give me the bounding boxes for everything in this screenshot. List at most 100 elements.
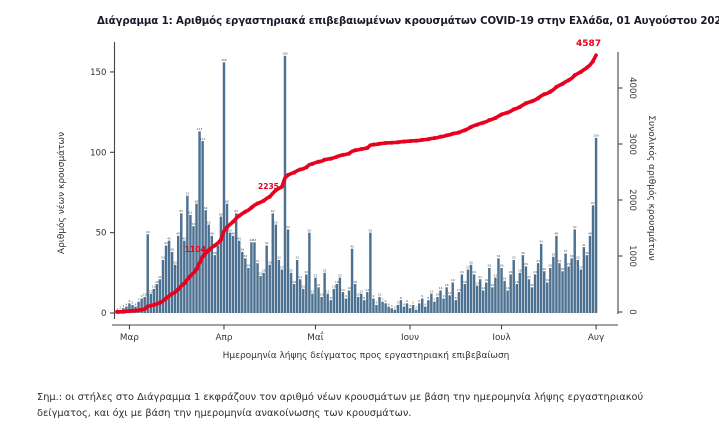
bar-value-label: 30 <box>469 260 473 264</box>
bar-day-16 <box>164 245 168 313</box>
bar-day-76 <box>347 290 351 313</box>
bar-value-label: 48 <box>588 232 592 236</box>
cumulative-point <box>206 248 211 253</box>
bar-day-68 <box>323 272 326 313</box>
x-axis-title: Ημερομηνία λήψης δείγματος προς εργαστηρ… <box>223 351 510 361</box>
cumulative-point <box>462 128 467 133</box>
bar-value-label: 50 <box>228 228 232 232</box>
bar-value-label: 48 <box>176 232 180 236</box>
cumulative-point <box>438 134 443 139</box>
bar-value-label: 34 <box>570 254 574 258</box>
cumulative-point <box>395 140 400 145</box>
bar-value-label: 40 <box>350 244 354 248</box>
bar-value-label: 10 <box>436 293 440 297</box>
bar-day-102 <box>427 300 430 313</box>
bar-value-label: 4 <box>403 302 405 306</box>
bar-value-label: 19 <box>545 278 549 282</box>
bar-value-label: 23 <box>259 272 263 276</box>
cumulative-point <box>450 131 455 136</box>
cumulative-point <box>328 156 333 161</box>
cumulative-point <box>310 161 315 166</box>
bar-day-101 <box>424 306 427 313</box>
bar-day-154 <box>585 255 589 313</box>
bar-value-label: 22 <box>338 273 342 277</box>
cumulative-point <box>188 274 193 278</box>
bar-value-label: 44 <box>253 238 257 242</box>
cumulative-point <box>115 309 120 314</box>
bar-day-44 <box>250 242 253 313</box>
bar-day-37 <box>228 232 232 313</box>
bar-day-156 <box>591 205 595 313</box>
x-axis: Μαρ Απρ Μαΐ Ιουν Ιουλ Αυγ Ημερομηνία λήψης δεί… <box>112 324 618 361</box>
bar-day-39 <box>234 213 238 313</box>
bar-day-80 <box>360 293 363 313</box>
bar-day-84 <box>372 298 375 313</box>
cumulative-point <box>243 209 248 214</box>
bar-value-label: 13 <box>341 288 345 292</box>
cumulative-point <box>548 89 553 94</box>
bar-day-118 <box>475 285 479 313</box>
cumulative-line-group <box>115 53 598 314</box>
bar-day-134 <box>524 266 528 313</box>
cumulative-point <box>517 105 522 109</box>
bar-value-label: 34 <box>243 254 247 258</box>
bar-day-7 <box>137 301 140 313</box>
bar-value-label: 55 <box>207 220 211 224</box>
bar-value-label: 29 <box>524 262 528 266</box>
bar-value-label: 3 <box>409 304 411 308</box>
bar-value-label: 27 <box>280 265 284 269</box>
bar-value-label: 31 <box>256 259 260 263</box>
bar-value-label: 33 <box>161 256 165 260</box>
bar-value-label: 113 <box>197 127 203 131</box>
bar-day-135 <box>527 279 531 313</box>
bar-day-121 <box>485 282 488 313</box>
bar-day-45 <box>253 242 256 313</box>
cumulative-point <box>414 138 419 143</box>
bar-day-35 <box>222 62 226 314</box>
bar-day-8 <box>140 298 143 313</box>
cumulative-point <box>212 243 217 248</box>
bar-day-148 <box>567 266 570 313</box>
bar-value-label: 8 <box>330 296 332 300</box>
bar-day-88 <box>384 303 387 313</box>
bar-value-label: 10 <box>143 293 147 297</box>
bar-day-105 <box>436 296 439 313</box>
cumulative-point <box>334 154 339 159</box>
cumulative-point <box>487 118 492 123</box>
bar-day-19 <box>173 264 177 313</box>
bar-value-label: 4 <box>388 302 390 306</box>
y-right-tick-label: 1000 <box>627 245 637 267</box>
cumulative-point <box>505 110 510 115</box>
bar-value-label: 28 <box>246 264 250 268</box>
cumulative-point <box>218 237 223 242</box>
bar-day-95 <box>405 303 409 313</box>
bar-value-label: 33 <box>512 256 516 260</box>
cumulative-point <box>255 201 260 206</box>
bar-day-130 <box>512 259 515 313</box>
bar-day-12 <box>152 288 156 313</box>
bar-value-label: 9 <box>421 294 423 298</box>
bar-day-21 <box>180 213 183 313</box>
bar-day-153 <box>582 247 586 313</box>
bar-value-label: 25 <box>518 269 522 273</box>
bar-day-126 <box>500 268 503 313</box>
bar-value-label: 12 <box>359 289 363 293</box>
bar-value-label: 24 <box>460 270 464 274</box>
bar-value-label: 45 <box>182 236 186 240</box>
x-tick-label-month: Μαρ <box>120 333 139 343</box>
bar-value-label: 18 <box>335 280 339 284</box>
bar-value-label: 28 <box>487 264 491 268</box>
bar-day-67 <box>320 296 323 313</box>
bar-day-86 <box>378 296 381 313</box>
bar-day-54 <box>280 269 284 313</box>
bar-value-label: 73 <box>185 191 189 195</box>
cumulative-point <box>377 141 382 146</box>
bar-day-89 <box>387 306 390 313</box>
bar-day-87 <box>381 301 384 313</box>
bar-value-label: 48 <box>231 232 235 236</box>
bar-day-34 <box>219 216 223 313</box>
cumulative-point <box>408 139 412 144</box>
cumulative-point <box>121 309 126 314</box>
bar-day-115 <box>466 269 470 313</box>
